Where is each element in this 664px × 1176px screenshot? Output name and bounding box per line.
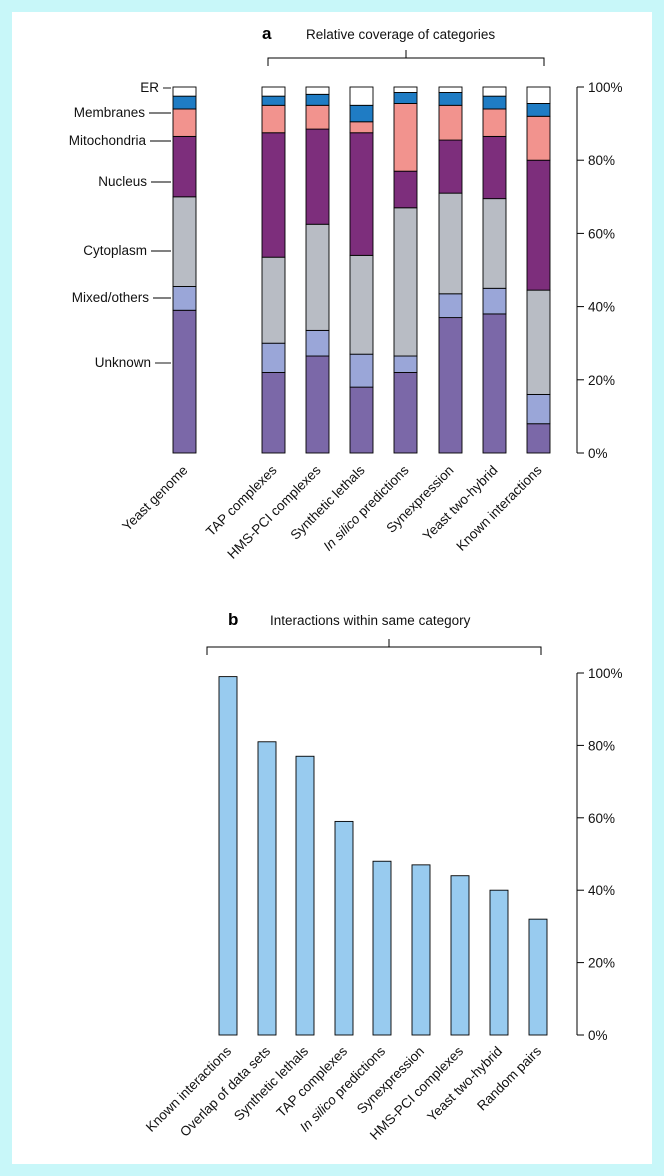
stacked-bar-yeast-genome-er <box>172 86 197 97</box>
stacked-bar-synexpression-cytoplasm <box>438 192 463 295</box>
stacked-bar-yeast-genome-cytoplasm <box>172 196 197 287</box>
panel-a-y-tick-label: 80% <box>588 153 615 168</box>
panel-b-bracket <box>206 639 542 655</box>
stacked-bar-synexpression-unknown <box>438 317 463 454</box>
stacked-bar-synthetic-lethals-unknown <box>349 386 374 454</box>
stacked-bar-synthetic-lethals-er <box>349 86 374 106</box>
x-label-synthetic-lethals: Synthetic lethals <box>287 462 367 542</box>
stacked-bar-in-silico-predictions-unknown <box>393 372 418 454</box>
panel-b-letter: b <box>228 610 238 629</box>
stacked-bar-hms-pci-complexes-membranes <box>305 93 330 106</box>
stacked-bar-known-interactions-cytoplasm <box>526 289 551 395</box>
bar-hms-pci-complexes <box>450 875 470 1036</box>
stacked-bar-yeast-genome-mixed-others <box>172 286 197 311</box>
stacked-bar-hms-pci-complexes-cytoplasm <box>305 223 330 331</box>
stacked-bar-yeast-two-hybrid-membranes <box>482 95 507 110</box>
legend-label-mixed-others: Mixed/others <box>72 290 150 305</box>
bar-synthetic-lethals <box>295 755 315 1036</box>
figure: a Relative coverage of categories b Inte… <box>12 12 652 1164</box>
legend-label-mitochondria: Mitochondria <box>69 133 147 148</box>
panel-b-y-tick-label: 80% <box>588 738 615 753</box>
stacked-bar-synexpression-nucleus <box>438 139 463 194</box>
stacked-bar-yeast-two-hybrid-mitochondria <box>482 108 507 137</box>
stacked-bar-synthetic-lethals-nucleus <box>349 132 374 256</box>
panel-a-bracket <box>267 50 545 66</box>
bar-random-pairs <box>528 918 548 1036</box>
stacked-bar-hms-pci-complexes-er <box>305 86 330 95</box>
stacked-bar-in-silico-predictions-nucleus <box>393 170 418 209</box>
stacked-bar-tap-complexes-mitochondria <box>261 104 286 134</box>
stacked-bar-synexpression-membranes <box>438 92 463 106</box>
legend-label-membranes: Membranes <box>74 105 146 120</box>
stacked-bar-tap-complexes-nucleus <box>261 132 286 258</box>
stacked-bar-in-silico-predictions-mitochondria <box>393 103 418 172</box>
stacked-bar-tap-complexes-cytoplasm <box>261 256 286 344</box>
x-label-yeast-two-hybrid: Yeast two-hybrid <box>420 463 501 544</box>
stacked-bar-hms-pci-complexes-mixed-others <box>305 329 330 357</box>
stacked-bar-known-interactions-unknown <box>526 423 551 454</box>
stacked-bar-yeast-genome-unknown <box>172 309 197 454</box>
stacked-bar-tap-complexes-membranes <box>261 95 286 106</box>
bar-in-silico-predictions <box>372 860 392 1036</box>
panel-b-y-tick-label: 0% <box>588 1028 608 1043</box>
panel-a-y-tick-label: 60% <box>588 226 615 241</box>
stacked-bar-yeast-two-hybrid-unknown <box>482 313 507 454</box>
stacked-bar-yeast-genome-membranes <box>172 95 197 110</box>
stacked-bar-synthetic-lethals-mitochondria <box>349 121 374 134</box>
x-label-yeast-genome: Yeast genome <box>119 463 190 534</box>
panel-a-title: Relative coverage of categories <box>306 27 495 42</box>
stacked-bar-synexpression-mixed-others <box>438 293 463 319</box>
x-label-b-synexpression: Synexpression <box>354 1044 427 1117</box>
stacked-bar-known-interactions-er <box>526 86 551 104</box>
panel-b-y-tick-label: 100% <box>588 666 623 681</box>
legend-label-unknown: Unknown <box>95 355 151 370</box>
panel-a-letter: a <box>262 24 272 43</box>
panel-a-y-tick-label: 20% <box>588 373 615 388</box>
panel-b-y-tick-label: 40% <box>588 883 615 898</box>
panel-a-y-tick-label: 40% <box>588 300 615 315</box>
stacked-bar-yeast-two-hybrid-nucleus <box>482 135 507 200</box>
stacked-bar-synexpression-er <box>438 86 463 93</box>
panel-b-title: Interactions within same category <box>270 613 471 628</box>
stacked-bar-in-silico-predictions-cytoplasm <box>393 207 418 357</box>
stacked-bar-synthetic-lethals-mixed-others <box>349 353 374 388</box>
legend-label-er: ER <box>140 80 159 95</box>
stacked-bar-yeast-two-hybrid-mixed-others <box>482 287 507 315</box>
bar-yeast-two-hybrid <box>489 889 509 1036</box>
stacked-bar-yeast-genome-mitochondria <box>172 108 197 137</box>
stacked-bar-known-interactions-mitochondria <box>526 115 551 161</box>
legend-label-cytoplasm: Cytoplasm <box>83 243 147 258</box>
stacked-bar-tap-complexes-unknown <box>261 372 286 454</box>
stacked-bar-synexpression-mitochondria <box>438 104 463 141</box>
stacked-bar-known-interactions-nucleus <box>526 159 551 291</box>
chart-canvas: a Relative coverage of categories b Inte… <box>69 24 623 1143</box>
stacked-bar-synthetic-lethals-membranes <box>349 104 374 123</box>
panel-b-y-tick-label: 60% <box>588 811 615 826</box>
stacked-bar-known-interactions-membranes <box>526 103 551 117</box>
bar-overlap-of-data-sets <box>257 741 277 1036</box>
stacked-bar-tap-complexes-er <box>261 86 286 97</box>
stacked-bar-tap-complexes-mixed-others <box>261 342 286 373</box>
stacked-bar-known-interactions-mixed-others <box>526 393 551 425</box>
stacked-bar-in-silico-predictions-er <box>393 86 418 93</box>
panel-a-y-tick-label: 100% <box>588 80 623 95</box>
stacked-bar-hms-pci-complexes-nucleus <box>305 128 330 225</box>
bar-tap-complexes <box>334 820 354 1036</box>
bar-known-interactions <box>218 676 238 1036</box>
stacked-bar-in-silico-predictions-membranes <box>393 92 418 104</box>
stacked-bar-hms-pci-complexes-unknown <box>305 355 330 454</box>
x-label-known-interactions: Known interactions <box>453 462 544 553</box>
stacked-bar-in-silico-predictions-mixed-others <box>393 355 418 373</box>
x-label-in-silico-predictions: In silico predictions <box>320 462 411 553</box>
panel-b-y-tick-label: 20% <box>588 956 615 971</box>
panel-a-y-tick-label: 0% <box>588 446 608 461</box>
stacked-bar-yeast-genome-nucleus <box>172 135 197 198</box>
stacked-bar-yeast-two-hybrid-er <box>482 86 507 97</box>
stacked-bar-yeast-two-hybrid-cytoplasm <box>482 198 507 289</box>
stacked-bar-synthetic-lethals-cytoplasm <box>349 254 374 355</box>
bar-synexpression <box>411 864 431 1036</box>
stacked-bar-hms-pci-complexes-mitochondria <box>305 104 330 130</box>
legend-label-nucleus: Nucleus <box>98 174 147 189</box>
